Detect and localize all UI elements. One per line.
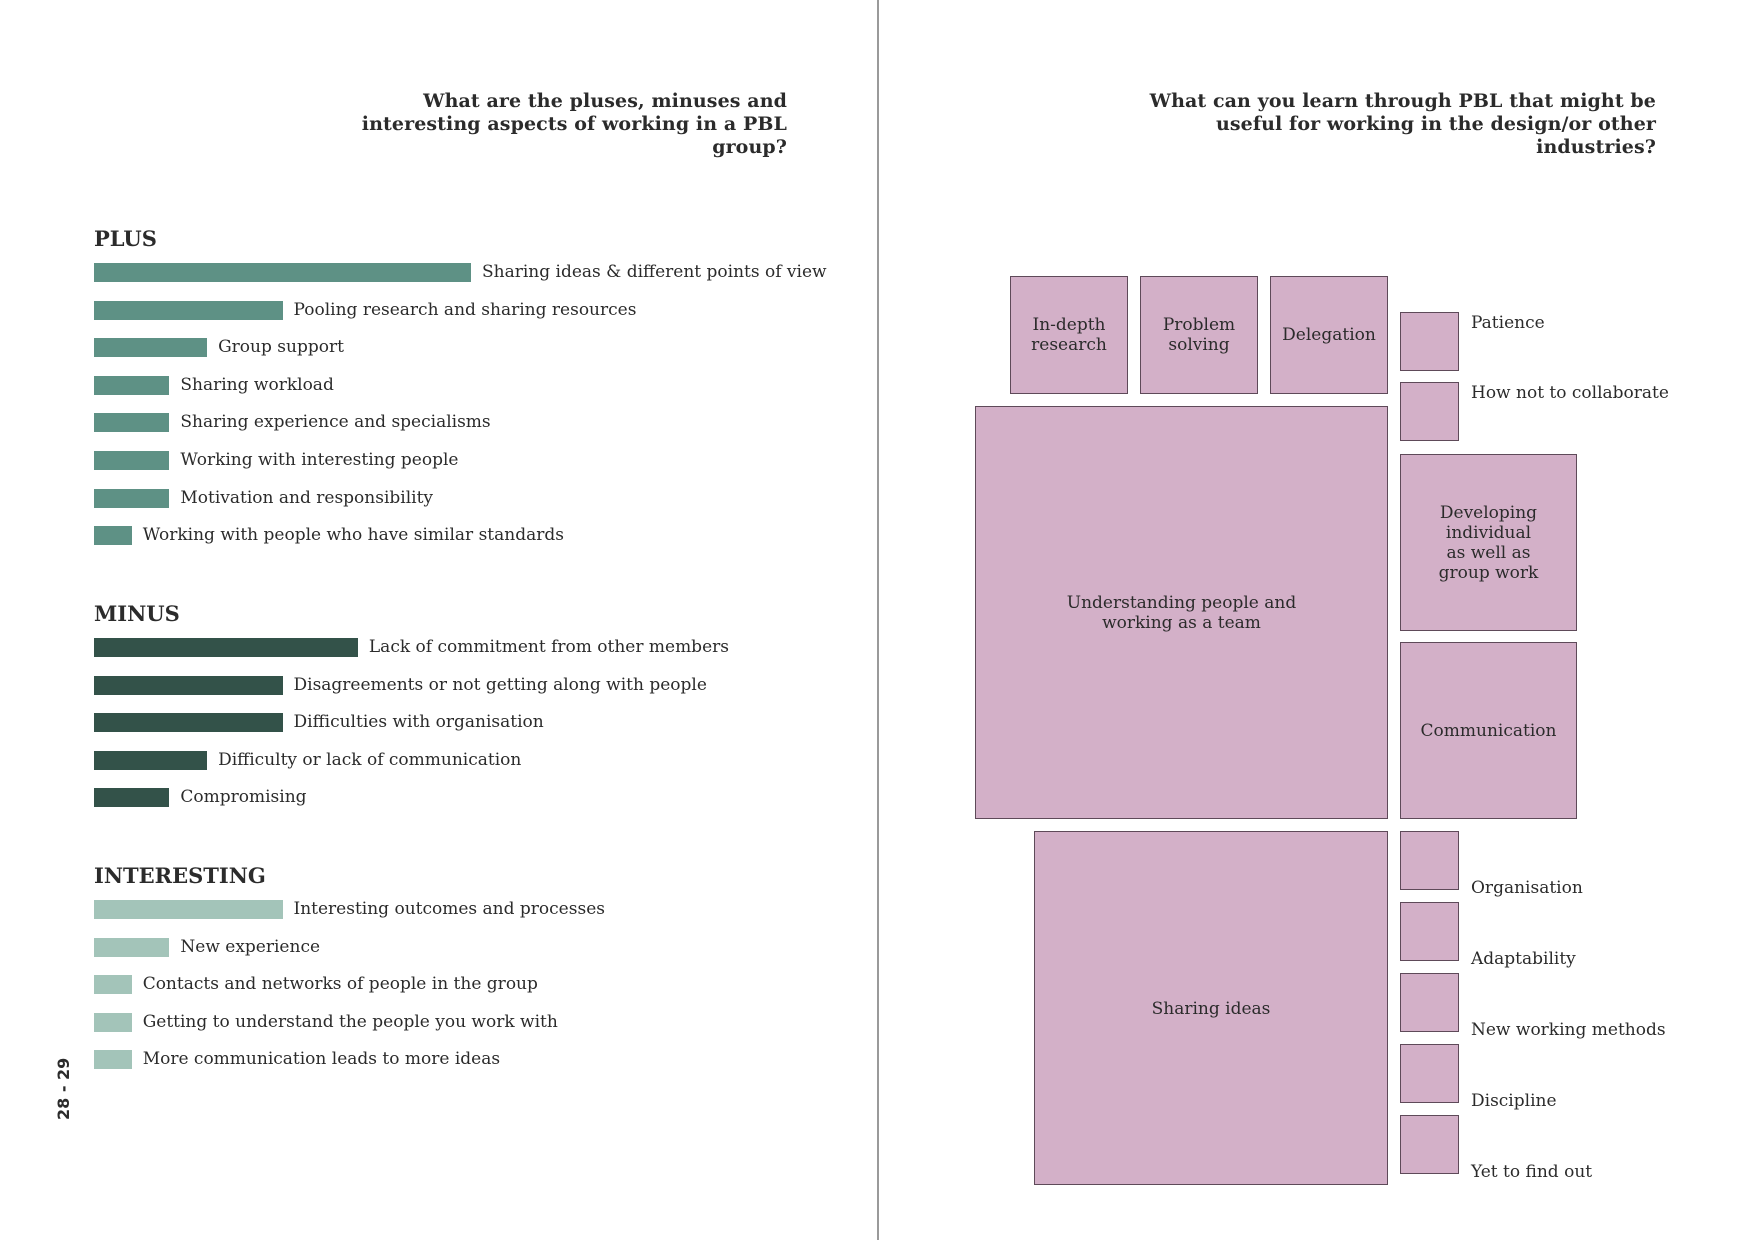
bar-label-interesting-0: Interesting outcomes and processes	[293, 899, 605, 919]
section-title-minus: MINUS	[94, 601, 180, 626]
bar-label-minus-1: Disagreements or not getting along with …	[293, 674, 707, 695]
treemap-box-8: Sharing ideas	[1034, 831, 1388, 1185]
bar-interesting-1	[94, 937, 170, 957]
bar-label-plus-2: Group support	[218, 337, 344, 358]
treemap-box-3	[1400, 312, 1459, 371]
bar-label-minus-2: Difficulties with organisation	[293, 712, 544, 733]
treemap-label-11: New working methods	[1471, 1020, 1666, 1040]
bar-plus-2	[94, 338, 208, 358]
bar-label-interesting-4: More communication leads to more ideas	[142, 1049, 501, 1070]
bar-minus-1	[94, 675, 283, 695]
treemap-box-4	[1400, 382, 1459, 441]
treemap-box-2: Delegation	[1270, 276, 1388, 394]
bar-plus-4	[94, 413, 170, 433]
treemap-label-4: How not to collaborate	[1471, 383, 1669, 403]
bar-label-minus-0: Lack of commitment from other members	[368, 637, 729, 657]
treemap-box-6: Developing individual as well as group w…	[1400, 454, 1577, 631]
bar-label-minus-3: Difficulty or lack of communication	[218, 749, 522, 770]
bar-interesting-3	[94, 1012, 132, 1032]
section-title-interesting: INTERESTING	[94, 863, 266, 888]
treemap-box-1: Problem solving	[1140, 276, 1258, 394]
bar-interesting-2	[94, 975, 132, 995]
bar-minus-0	[94, 638, 358, 657]
bar-plus-7	[94, 526, 132, 546]
treemap-box-10	[1400, 902, 1459, 961]
treemap-label-3: Patience	[1471, 313, 1545, 333]
treemap-box-11	[1400, 973, 1459, 1032]
bar-label-interesting-2: Contacts and networks of people in the g…	[142, 974, 538, 995]
bar-plus-6	[94, 488, 170, 508]
section-title-plus: PLUS	[94, 226, 157, 251]
bar-label-plus-0: Sharing ideas & different points of view	[482, 262, 827, 282]
treemap-box-0: In-depth research	[1010, 276, 1128, 394]
left-question: What are the pluses, minuses and interes…	[361, 90, 787, 158]
bar-plus-0	[94, 263, 471, 282]
bar-plus-1	[94, 300, 283, 320]
bar-interesting-4	[94, 1050, 132, 1070]
treemap-box-13	[1400, 1115, 1459, 1174]
treemap-box-7: Communication	[1400, 642, 1577, 819]
treemap-label-12: Discipline	[1471, 1091, 1557, 1111]
bar-label-plus-1: Pooling research and sharing resources	[293, 299, 637, 320]
treemap-box-5: Understanding people and working as a te…	[975, 406, 1388, 819]
bar-minus-4	[94, 788, 170, 808]
treemap-box-9	[1400, 831, 1459, 890]
page-number: 28 - 29	[54, 1057, 73, 1120]
treemap-label-13: Yet to find out	[1471, 1162, 1593, 1182]
bar-plus-3	[94, 375, 170, 395]
bar-label-interesting-3: Getting to understand the people you wor…	[142, 1011, 558, 1032]
bar-label-minus-4: Compromising	[180, 787, 307, 808]
bar-minus-3	[94, 750, 208, 770]
right-question: What can you learn through PBL that migh…	[1149, 90, 1656, 158]
bar-interesting-0	[94, 900, 283, 919]
treemap-box-12	[1400, 1044, 1459, 1103]
bar-label-plus-3: Sharing workload	[180, 374, 334, 395]
bar-label-plus-5: Working with interesting people	[180, 450, 459, 470]
treemap-label-10: Adaptability	[1471, 949, 1576, 969]
bar-label-interesting-1: New experience	[180, 936, 321, 957]
bar-label-plus-7: Working with people who have similar sta…	[142, 525, 564, 546]
bar-minus-2	[94, 713, 283, 733]
bar-label-plus-4: Sharing experience and specialisms	[180, 412, 491, 433]
treemap-label-9: Organisation	[1471, 878, 1583, 898]
bar-label-plus-6: Motivation and responsibility	[180, 487, 434, 508]
bar-plus-5	[94, 451, 170, 470]
page-divider	[877, 0, 879, 1240]
